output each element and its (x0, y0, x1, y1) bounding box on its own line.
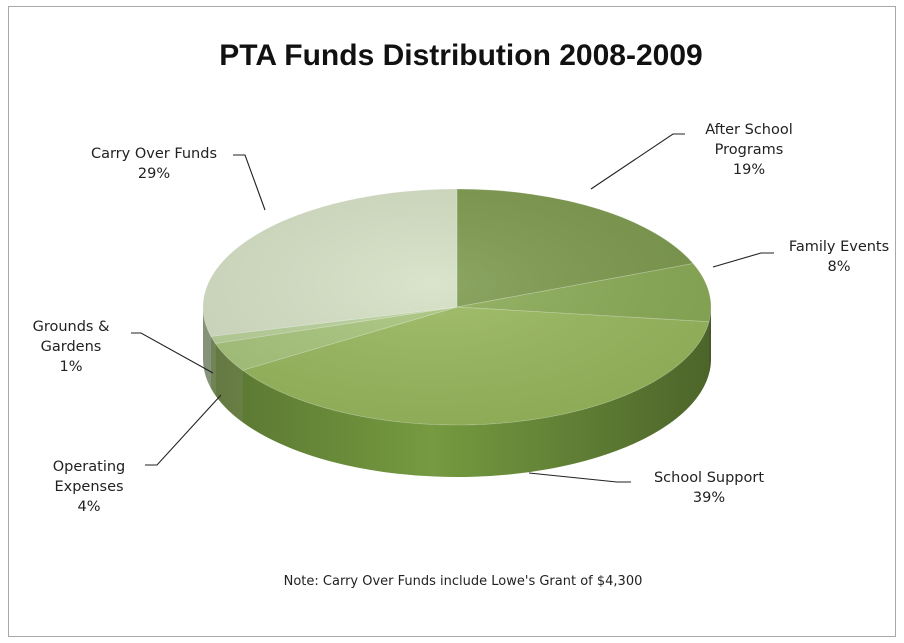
data-label-1-line-0: Family Events (789, 239, 889, 255)
data-label-5-line-1: 29% (138, 166, 170, 182)
data-label-0-line-2: 19% (733, 162, 765, 178)
data-label-4-line-1: Gardens (41, 339, 102, 355)
data-label-5: Carry Over Funds 29% (91, 146, 266, 211)
chart-note: Note: Carry Over Funds include Lowe's Gr… (284, 574, 643, 589)
data-label-1: Family Events 8% (712, 239, 889, 275)
data-label-4: Grounds & Gardens 1% (33, 319, 214, 375)
pie-group (202, 188, 712, 478)
data-label-2-line-1: 39% (693, 490, 725, 506)
pie-top-shine (203, 189, 711, 425)
data-label-2-line-0: School Support (654, 470, 764, 486)
label-group: After School Programs 19% Family Events 8% Sc… (33, 122, 890, 515)
data-label-3-line-2: 4% (77, 499, 100, 515)
data-label-0-line-1: Programs (715, 142, 784, 158)
data-label-2: School Support 39% (528, 470, 764, 506)
leader-line-4 (131, 332, 214, 374)
leader-line-5 (233, 154, 266, 211)
pie-chart: PTA Funds Distribution 2008-2009 After S… (33, 39, 890, 589)
leader-line-3 (145, 394, 222, 466)
leader-line-2 (528, 472, 631, 483)
data-label-4-line-2: 1% (59, 359, 82, 375)
leader-line-0 (590, 133, 685, 190)
data-label-4-line-0: Grounds & (33, 319, 110, 335)
data-label-3: Operating Expenses 4% (53, 394, 222, 515)
chart-frame: PTA Funds Distribution 2008-2009 After S… (8, 6, 896, 637)
data-label-3-line-1: Expenses (54, 479, 123, 495)
leader-line-1 (712, 252, 774, 268)
chart-title: PTA Funds Distribution 2008-2009 (219, 39, 702, 72)
data-label-1-line-1: 8% (827, 259, 850, 275)
data-label-5-line-0: Carry Over Funds (91, 146, 217, 162)
data-label-0-line-0: After School (705, 122, 793, 138)
data-label-3-line-0: Operating (53, 459, 126, 475)
data-label-0: After School Programs 19% (590, 122, 793, 190)
pie-side-shade (203, 307, 711, 477)
pie-top (202, 188, 712, 426)
